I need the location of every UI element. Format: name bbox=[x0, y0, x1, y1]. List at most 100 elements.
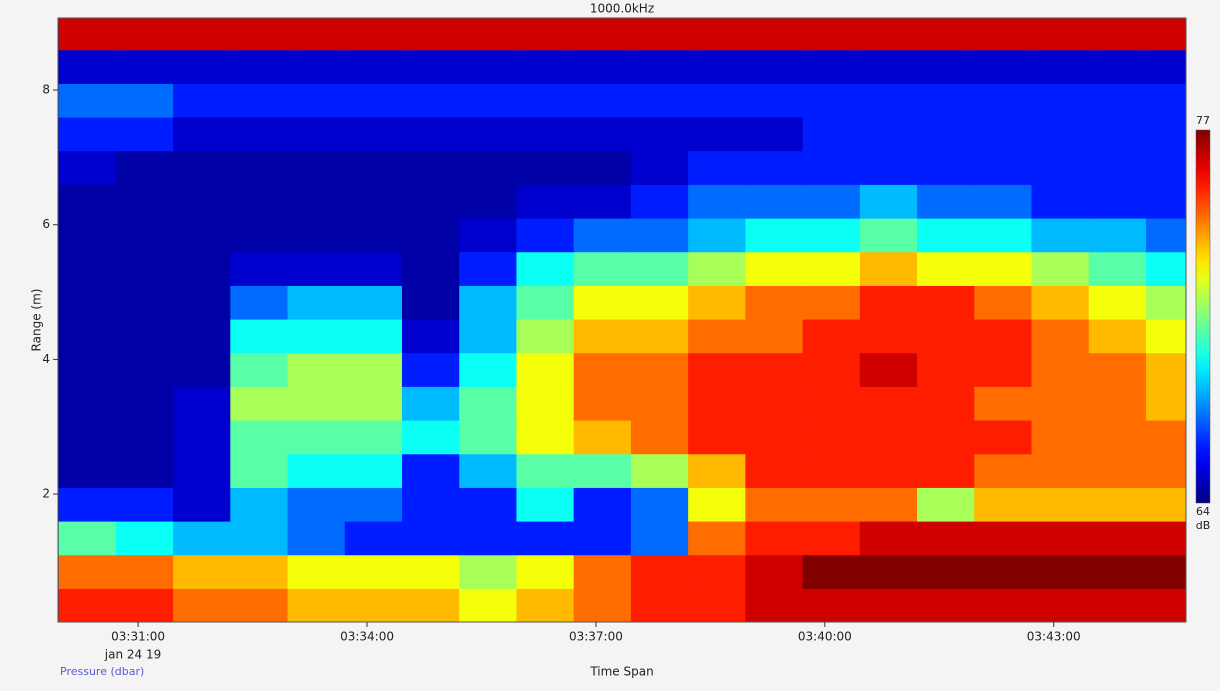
heat-cell bbox=[573, 49, 632, 84]
heat-cell bbox=[745, 150, 804, 185]
heat-cell bbox=[688, 453, 746, 488]
heat-cell bbox=[917, 150, 975, 185]
heat-cell bbox=[344, 588, 403, 622]
heat-cell bbox=[401, 453, 460, 488]
heat-cell bbox=[173, 318, 231, 354]
heat-cell bbox=[115, 49, 174, 84]
heat-cell bbox=[1145, 116, 1186, 152]
heat-cell bbox=[1088, 49, 1147, 84]
pressure-link[interactable]: Pressure (dbar) bbox=[60, 665, 144, 678]
heat-cell bbox=[802, 49, 861, 84]
heat-cell bbox=[1031, 588, 1090, 622]
heat-cell bbox=[115, 386, 174, 421]
heat-cell bbox=[802, 554, 861, 589]
heat-cell bbox=[230, 386, 289, 421]
heat-cell bbox=[344, 419, 403, 455]
heat-cell bbox=[1088, 453, 1147, 488]
heat-cell bbox=[173, 588, 231, 622]
heat-cell bbox=[459, 419, 518, 455]
heat-cell bbox=[115, 83, 174, 118]
heat-cell bbox=[688, 18, 746, 51]
heat-cell bbox=[401, 554, 460, 589]
heat-cell bbox=[630, 116, 689, 152]
heat-cell bbox=[344, 217, 403, 253]
heat-cell bbox=[287, 318, 346, 354]
heat-cell bbox=[859, 83, 918, 118]
heat-cell bbox=[516, 588, 575, 622]
heat-cell bbox=[802, 419, 861, 455]
heat-cell bbox=[859, 49, 918, 84]
heat-cell bbox=[745, 453, 804, 488]
heat-cell bbox=[344, 83, 403, 118]
heat-cell bbox=[401, 18, 460, 51]
heat-cell bbox=[859, 487, 918, 522]
heat-cell bbox=[1145, 453, 1186, 488]
heat-cell bbox=[745, 554, 804, 589]
heat-cell bbox=[459, 285, 518, 320]
heat-cell bbox=[1145, 554, 1186, 589]
heat-cell bbox=[573, 487, 632, 522]
heat-cell bbox=[344, 285, 403, 320]
colorbar bbox=[1195, 129, 1211, 504]
heat-cell bbox=[1145, 217, 1186, 253]
heat-cell bbox=[1145, 318, 1186, 354]
heat-cell bbox=[1031, 453, 1090, 488]
heat-cell bbox=[859, 18, 918, 51]
heat-cell bbox=[115, 150, 174, 185]
heat-cell bbox=[173, 487, 231, 522]
heat-cell bbox=[287, 251, 346, 286]
heat-cell bbox=[1145, 184, 1186, 219]
heat-cell bbox=[401, 419, 460, 455]
y-tick-label: 6 bbox=[42, 217, 50, 231]
heat-cell bbox=[745, 520, 804, 556]
heat-cell bbox=[1088, 184, 1147, 219]
heat-cell bbox=[745, 285, 804, 320]
colorbar-max: 77 bbox=[1196, 114, 1210, 127]
heat-cell bbox=[688, 352, 746, 387]
heat-cell bbox=[1145, 150, 1186, 185]
heat-cell bbox=[173, 49, 231, 84]
heat-cell bbox=[1031, 386, 1090, 421]
heat-cell bbox=[401, 285, 460, 320]
heat-cell bbox=[1088, 285, 1147, 320]
heat-cell bbox=[745, 217, 804, 253]
heat-cell bbox=[115, 318, 174, 354]
heat-cell bbox=[344, 520, 403, 556]
heat-cell bbox=[115, 520, 174, 556]
heat-cell bbox=[917, 386, 975, 421]
heat-cell bbox=[230, 18, 289, 51]
heat-cell bbox=[58, 487, 117, 522]
heat-cell bbox=[173, 386, 231, 421]
heat-cell bbox=[344, 453, 403, 488]
y-tick-label: 8 bbox=[42, 83, 50, 97]
heat-cell bbox=[230, 285, 289, 320]
heat-cell bbox=[58, 453, 117, 488]
heat-cell bbox=[516, 487, 575, 522]
heat-cell bbox=[917, 83, 975, 118]
heat-cell bbox=[287, 419, 346, 455]
heat-cell bbox=[630, 18, 689, 51]
heat-cell bbox=[401, 217, 460, 253]
heat-cell bbox=[1031, 184, 1090, 219]
heat-cell bbox=[974, 419, 1033, 455]
heat-cell bbox=[58, 49, 117, 84]
heat-cell bbox=[287, 217, 346, 253]
heat-cell bbox=[745, 184, 804, 219]
heat-cell bbox=[344, 318, 403, 354]
heat-cell bbox=[974, 453, 1033, 488]
heat-cell bbox=[859, 386, 918, 421]
x-tick-label: 03:37:00 bbox=[569, 630, 623, 644]
heat-cell bbox=[287, 520, 346, 556]
heat-cell bbox=[1031, 49, 1090, 84]
heat-cell bbox=[58, 184, 117, 219]
heat-cell bbox=[230, 588, 289, 622]
heat-cell bbox=[917, 217, 975, 253]
heat-cell bbox=[802, 150, 861, 185]
heat-cell bbox=[287, 18, 346, 51]
heat-cell bbox=[974, 285, 1033, 320]
heat-cell bbox=[917, 116, 975, 152]
x-tick-label: 03:40:00 bbox=[798, 630, 852, 644]
heat-cell bbox=[573, 83, 632, 118]
heat-cell bbox=[573, 116, 632, 152]
